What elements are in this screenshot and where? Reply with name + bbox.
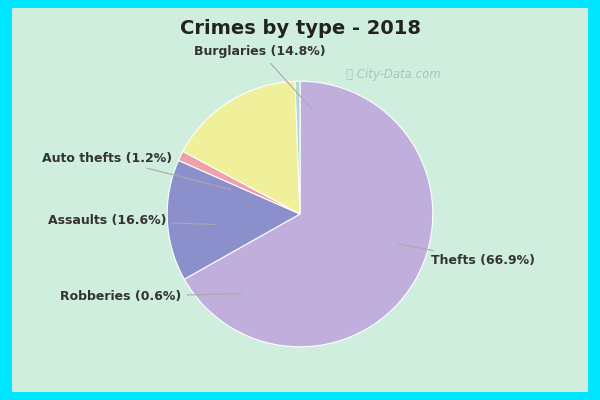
Wedge shape xyxy=(183,81,300,214)
Text: Robberies (0.6%): Robberies (0.6%) xyxy=(60,290,241,303)
Text: ⓘ City-Data.com: ⓘ City-Data.com xyxy=(346,68,440,81)
Wedge shape xyxy=(295,81,300,214)
Wedge shape xyxy=(184,81,433,347)
Text: Auto thefts (1.2%): Auto thefts (1.2%) xyxy=(43,152,231,190)
Text: Thefts (66.9%): Thefts (66.9%) xyxy=(398,244,535,267)
Wedge shape xyxy=(179,151,300,214)
Text: Assaults (16.6%): Assaults (16.6%) xyxy=(48,214,215,227)
Wedge shape xyxy=(167,160,300,279)
Title: Crimes by type - 2018: Crimes by type - 2018 xyxy=(179,19,421,38)
Text: Burglaries (14.8%): Burglaries (14.8%) xyxy=(194,46,326,108)
